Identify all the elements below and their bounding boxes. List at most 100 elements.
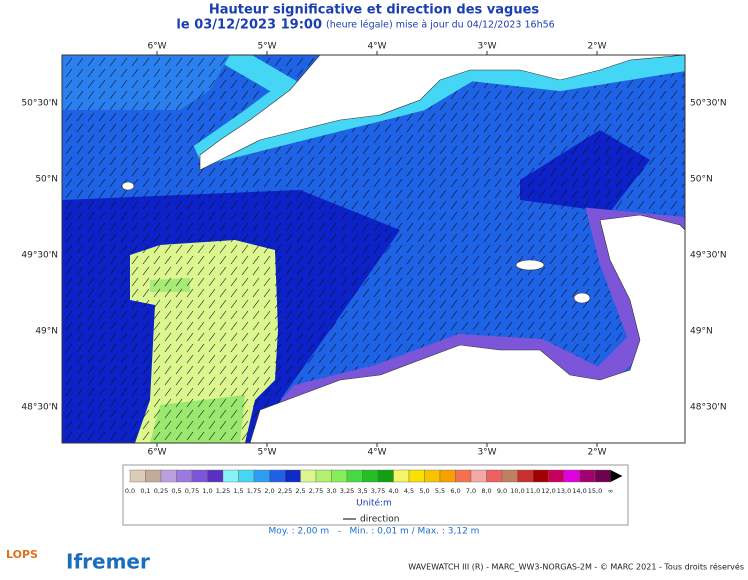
arrow bbox=[582, 112, 590, 122]
arrow bbox=[76, 134, 84, 144]
stats: Moy. : 2,00 m - Min. : 0,01 m / Max. : 3… bbox=[269, 527, 480, 537]
arrow bbox=[560, 222, 568, 232]
arrow bbox=[615, 200, 623, 210]
arrow bbox=[142, 420, 150, 430]
arrow bbox=[362, 354, 370, 364]
arrow bbox=[428, 233, 436, 243]
arrow bbox=[516, 299, 524, 309]
arrow bbox=[175, 112, 183, 122]
credit: WAVEWATCH III (R) - MARC_WW3-NORGAS-2M -… bbox=[408, 562, 744, 572]
arrow bbox=[197, 90, 205, 100]
arrow bbox=[142, 332, 150, 342]
arrow bbox=[604, 200, 612, 210]
arrow bbox=[197, 68, 205, 78]
arrow bbox=[153, 255, 161, 265]
arrow bbox=[461, 101, 469, 111]
arrow bbox=[637, 79, 645, 89]
arrow bbox=[241, 79, 249, 89]
arrow bbox=[582, 343, 590, 353]
arrow bbox=[659, 178, 667, 188]
arrow bbox=[406, 211, 414, 221]
arrow bbox=[274, 189, 282, 199]
arrow bbox=[373, 321, 381, 331]
arrow bbox=[197, 233, 205, 243]
arrow bbox=[560, 90, 568, 100]
arrow bbox=[241, 277, 249, 287]
arrow bbox=[428, 299, 436, 309]
arrow bbox=[450, 123, 458, 133]
arrow bbox=[637, 112, 645, 122]
arrow bbox=[461, 255, 469, 265]
arrow bbox=[340, 244, 348, 254]
arrow bbox=[384, 145, 392, 155]
arrow bbox=[164, 431, 172, 441]
arrow bbox=[175, 387, 183, 397]
arrow bbox=[296, 354, 304, 364]
arrow bbox=[175, 57, 183, 67]
arrow bbox=[131, 310, 139, 320]
arrow bbox=[142, 189, 150, 199]
arrow bbox=[164, 90, 172, 100]
arrow bbox=[186, 277, 194, 287]
color-swatch bbox=[315, 469, 332, 483]
arrow bbox=[318, 310, 326, 320]
arrow bbox=[252, 277, 260, 287]
arrow bbox=[87, 244, 95, 254]
arrow bbox=[241, 167, 249, 177]
arrow bbox=[120, 222, 128, 232]
arrow bbox=[186, 398, 194, 408]
arrow bbox=[142, 145, 150, 155]
lat-tick-label: 49°30'N bbox=[690, 251, 727, 261]
arrow bbox=[197, 255, 205, 265]
arrow bbox=[274, 343, 282, 353]
colorbar-label: 1,0 bbox=[202, 487, 212, 495]
arrow bbox=[384, 277, 392, 287]
arrow bbox=[538, 167, 546, 177]
arrow bbox=[483, 200, 491, 210]
color-swatch bbox=[346, 469, 363, 483]
arrow bbox=[373, 167, 381, 177]
arrow bbox=[285, 354, 293, 364]
arrow bbox=[472, 222, 480, 232]
arrow bbox=[65, 409, 73, 419]
arrow bbox=[450, 310, 458, 320]
arrow bbox=[483, 167, 491, 177]
arrow bbox=[153, 354, 161, 364]
arrow bbox=[120, 354, 128, 364]
arrow bbox=[87, 343, 95, 353]
arrow bbox=[527, 299, 535, 309]
arrow bbox=[219, 343, 227, 353]
arrow bbox=[505, 288, 513, 298]
arrow bbox=[505, 277, 513, 287]
colorbar-label: 11,0 bbox=[526, 487, 540, 495]
arrow bbox=[230, 288, 238, 298]
arrow bbox=[76, 387, 84, 397]
arrow bbox=[76, 167, 84, 177]
arrow bbox=[76, 178, 84, 188]
arrow bbox=[109, 277, 117, 287]
arrow bbox=[175, 398, 183, 408]
arrow bbox=[406, 277, 414, 287]
arrow bbox=[582, 167, 590, 177]
arrow bbox=[439, 299, 447, 309]
arrow bbox=[472, 101, 480, 111]
arrow bbox=[494, 90, 502, 100]
arrow bbox=[340, 156, 348, 166]
arrow bbox=[197, 431, 205, 441]
arrow bbox=[65, 57, 73, 67]
arrow bbox=[571, 321, 579, 331]
arrow bbox=[659, 134, 667, 144]
arrow bbox=[472, 277, 480, 287]
arrow bbox=[450, 90, 458, 100]
arrow bbox=[65, 255, 73, 265]
arrow bbox=[626, 112, 634, 122]
arrow bbox=[406, 266, 414, 276]
colorbar-label: 2,75 bbox=[309, 487, 323, 495]
arrow bbox=[219, 101, 227, 111]
arrow bbox=[142, 134, 150, 144]
arrow bbox=[450, 145, 458, 155]
arrow bbox=[65, 156, 73, 166]
arrow bbox=[274, 156, 282, 166]
arrow bbox=[131, 387, 139, 397]
colorbar-label: 0,25 bbox=[154, 487, 168, 495]
